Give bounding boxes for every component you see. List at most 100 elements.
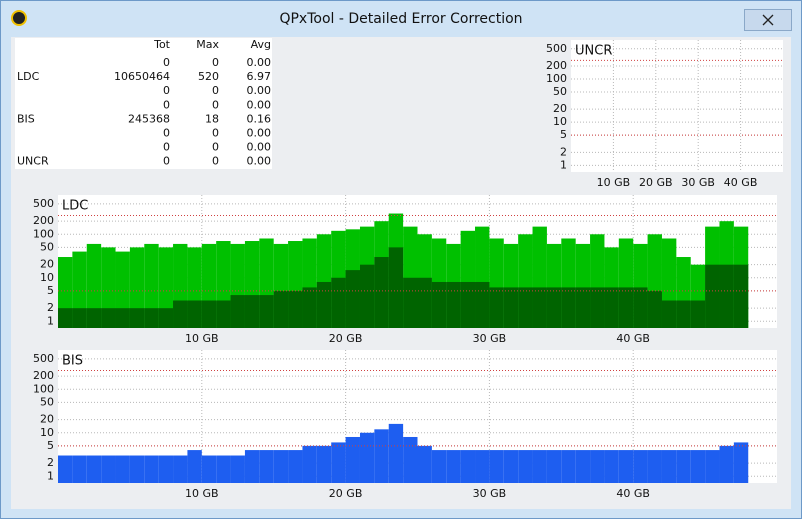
bar — [316, 445, 332, 483]
bar — [158, 247, 174, 328]
bar — [518, 287, 533, 328]
x-tick-label: 10 GB — [185, 332, 219, 345]
bar — [158, 308, 174, 328]
table-cell: 0 — [212, 98, 219, 111]
bar — [187, 300, 202, 328]
bar — [302, 445, 317, 483]
y-tick-label: 10 — [553, 115, 567, 128]
table-cell: 0.00 — [247, 98, 272, 111]
x-tick-label: 20 GB — [329, 332, 363, 345]
x-tick-label: 20 GB — [329, 487, 363, 500]
bar — [273, 450, 289, 483]
bar — [705, 450, 720, 483]
bar — [288, 290, 303, 328]
bar — [72, 308, 87, 328]
bar — [230, 455, 245, 483]
bar — [561, 287, 576, 328]
y-tick-label: 200 — [546, 59, 567, 72]
bar — [259, 295, 274, 328]
bar — [374, 429, 389, 483]
bar — [288, 450, 303, 483]
bar — [86, 455, 102, 483]
bar — [733, 442, 749, 483]
table-cell: LDC — [17, 70, 40, 83]
bar — [101, 308, 116, 328]
bar — [244, 295, 260, 328]
bar — [388, 247, 404, 328]
bar — [661, 300, 677, 328]
table-cell: 18 — [205, 112, 219, 125]
x-tick-label: 10 GB — [597, 176, 631, 189]
bar — [475, 450, 490, 483]
table-cell: 0 — [212, 141, 219, 154]
plot-area — [571, 40, 783, 172]
table-cell: 0.16 — [247, 112, 272, 125]
bar — [546, 287, 562, 328]
bar — [359, 432, 375, 483]
bar — [590, 287, 605, 328]
bar — [690, 300, 706, 328]
bar — [417, 277, 432, 328]
bar — [661, 450, 677, 483]
bar — [173, 455, 188, 483]
bar — [460, 450, 476, 483]
x-tick-label: 30 GB — [473, 332, 507, 345]
bar — [489, 450, 504, 483]
app-icon — [11, 10, 27, 26]
y-tick-label: 100 — [546, 72, 567, 85]
bar — [144, 243, 159, 328]
bar — [331, 277, 346, 328]
bar — [187, 450, 202, 483]
y-tick-label: 200 — [33, 214, 54, 227]
close-button[interactable] — [744, 9, 792, 31]
table-header: Max — [196, 38, 219, 51]
bar — [58, 455, 73, 483]
table-bg — [15, 38, 272, 169]
table-cell: 520 — [198, 70, 219, 83]
y-tick-label: 1 — [47, 314, 54, 327]
y-tick-label: 50 — [553, 85, 567, 98]
bar — [158, 455, 174, 483]
table-cell: 0 — [163, 84, 170, 97]
bar — [115, 455, 130, 483]
y-tick-label: 2 — [47, 301, 54, 314]
x-tick-label: 20 GB — [639, 176, 673, 189]
bar — [58, 308, 73, 328]
bar — [316, 281, 332, 328]
bar — [101, 455, 116, 483]
bar — [705, 264, 720, 328]
bar — [503, 287, 519, 328]
y-tick-label: 500 — [546, 42, 567, 55]
bar — [561, 450, 576, 483]
bar — [676, 300, 691, 328]
bar — [201, 455, 217, 483]
bar — [460, 281, 476, 328]
y-tick-label: 5 — [47, 284, 54, 297]
table-cell: 245368 — [128, 112, 170, 125]
bar — [431, 281, 447, 328]
table-cell: UNCR — [17, 155, 49, 168]
x-tick-label: 40 GB — [616, 332, 650, 345]
bar — [647, 290, 662, 328]
table-cell: 10650464 — [114, 70, 170, 83]
table-cell: 0 — [163, 127, 170, 140]
bar — [259, 450, 274, 483]
table-cell: 0 — [163, 155, 170, 168]
bar — [518, 450, 533, 483]
bar — [403, 277, 418, 328]
bar — [244, 450, 260, 483]
bar — [115, 308, 130, 328]
bar — [101, 247, 116, 328]
bar — [647, 450, 662, 483]
table-cell: 0.00 — [247, 155, 272, 168]
bar — [618, 450, 634, 483]
y-tick-label: 1 — [47, 469, 54, 482]
bar — [676, 450, 691, 483]
table-cell: 0.00 — [247, 127, 272, 140]
bar — [604, 450, 619, 483]
bar — [216, 455, 231, 483]
bar — [532, 450, 547, 483]
y-tick-label: 10 — [40, 271, 54, 284]
y-tick-label: 50 — [40, 240, 54, 253]
